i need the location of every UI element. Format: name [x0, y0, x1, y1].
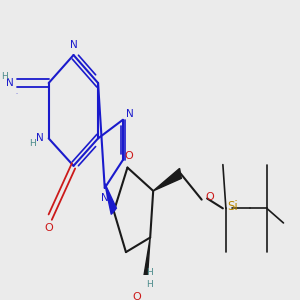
Text: N: N [126, 109, 134, 119]
Polygon shape [105, 183, 116, 214]
Text: H: H [29, 139, 35, 148]
Text: N: N [36, 134, 44, 143]
Text: N: N [70, 40, 77, 50]
Text: O: O [44, 223, 53, 232]
Text: Si: Si [227, 200, 238, 213]
Text: H: H [2, 71, 8, 80]
Text: N: N [6, 78, 14, 88]
Text: O: O [124, 151, 133, 161]
Text: N: N [101, 194, 109, 203]
Text: H: H [146, 268, 153, 277]
Text: O: O [132, 292, 141, 300]
Text: im: im [15, 93, 17, 94]
Text: H: H [146, 280, 152, 289]
Text: O: O [206, 192, 214, 202]
Polygon shape [153, 168, 181, 191]
Polygon shape [142, 238, 150, 291]
